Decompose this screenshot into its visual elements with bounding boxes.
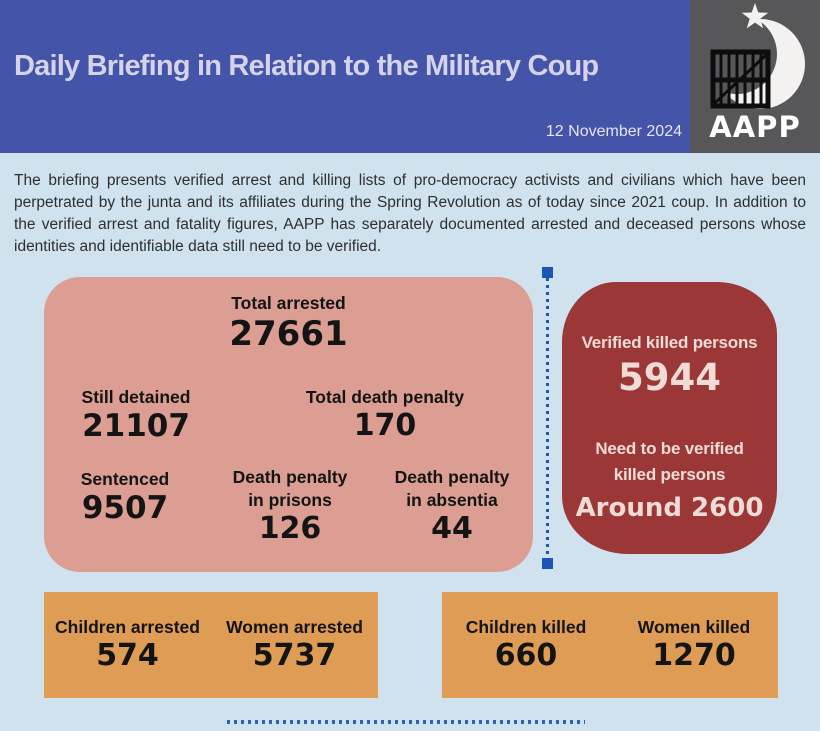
stat-value: 44	[431, 510, 473, 546]
stat-label: Death penalty in absentia	[394, 467, 510, 510]
stat-death-penalty-in-absentia: Death penalty in absentia 44	[385, 466, 519, 546]
stat-value: 27661	[229, 313, 348, 354]
stat-label: Children arrested	[55, 617, 200, 638]
stat-value: 1270	[652, 638, 736, 674]
stat-women-killed: Women killed 1270	[610, 616, 778, 673]
prison-bars-icon	[710, 49, 771, 109]
need-verified-value: Around 2600	[575, 493, 764, 524]
verified-killed-value: 5944	[618, 355, 721, 399]
stat-value: 170	[353, 407, 417, 443]
divider-dots	[545, 278, 549, 558]
stat-value: 5737	[252, 638, 337, 674]
stat-value: 9507	[81, 489, 169, 526]
stat-death-penalty-in-prisons: Death penalty in prisons 126	[223, 466, 357, 546]
killed-demographics-bar: Children killed 660 Women killed 1270	[442, 592, 778, 698]
dotted-divider-vertical	[541, 267, 553, 569]
divider-endpoint-top	[541, 267, 553, 278]
stat-value: 574	[96, 638, 159, 674]
header-banner: Daily Briefing in Relation to the Milita…	[0, 0, 690, 153]
killed-stats-panel: Verified killed persons 5944 Need to be …	[562, 282, 777, 554]
arrest-stats-panel: Total arrested 27661 Still detained 2110…	[44, 277, 533, 572]
stat-total-arrested: Total arrested 27661	[44, 292, 533, 354]
need-verified-label-line2: killed persons	[613, 464, 726, 484]
stat-label: Total arrested	[231, 293, 346, 313]
intro-paragraph: The briefing presents verified arrest an…	[14, 172, 806, 255]
stat-label: Women killed	[637, 617, 751, 638]
stat-total-death-penalty: Total death penalty 170	[275, 386, 495, 443]
stat-children-arrested: Children arrested 574	[44, 616, 211, 673]
page-title: Daily Briefing in Relation to the Milita…	[14, 50, 599, 82]
stat-sentenced: Sentenced 9507	[46, 468, 204, 526]
stat-value: 126	[258, 510, 322, 546]
aapp-logo-text: AAPP	[709, 110, 801, 144]
arrested-demographics-bar: Children arrested 574 Women arrested 573…	[44, 592, 378, 698]
stat-label: Women arrested	[226, 617, 363, 638]
aapp-logo-icon	[697, 3, 805, 109]
stat-label: Death penalty in prisons	[232, 467, 348, 510]
stat-children-killed: Children killed 660	[442, 616, 610, 673]
stat-label: Sentenced	[80, 469, 170, 489]
stat-still-detained: Still detained 21107	[44, 386, 228, 444]
divider-endpoint-bottom	[541, 558, 553, 569]
dotted-divider-horizontal	[227, 720, 585, 724]
stat-label: Still detained	[81, 387, 191, 407]
star-icon	[741, 3, 769, 29]
stat-women-arrested: Women arrested 5737	[211, 616, 378, 673]
stat-value: 21107	[82, 407, 190, 444]
need-verified-label-line1: Need to be verified	[595, 439, 744, 459]
stat-value: 660	[494, 638, 558, 674]
stat-label: Children killed	[465, 617, 587, 638]
briefing-date: 12 November 2024	[545, 123, 682, 140]
stat-label: Total death penalty	[305, 387, 465, 407]
verified-killed-label: Verified killed persons	[581, 333, 758, 352]
aapp-logo: AAPP	[690, 0, 820, 153]
